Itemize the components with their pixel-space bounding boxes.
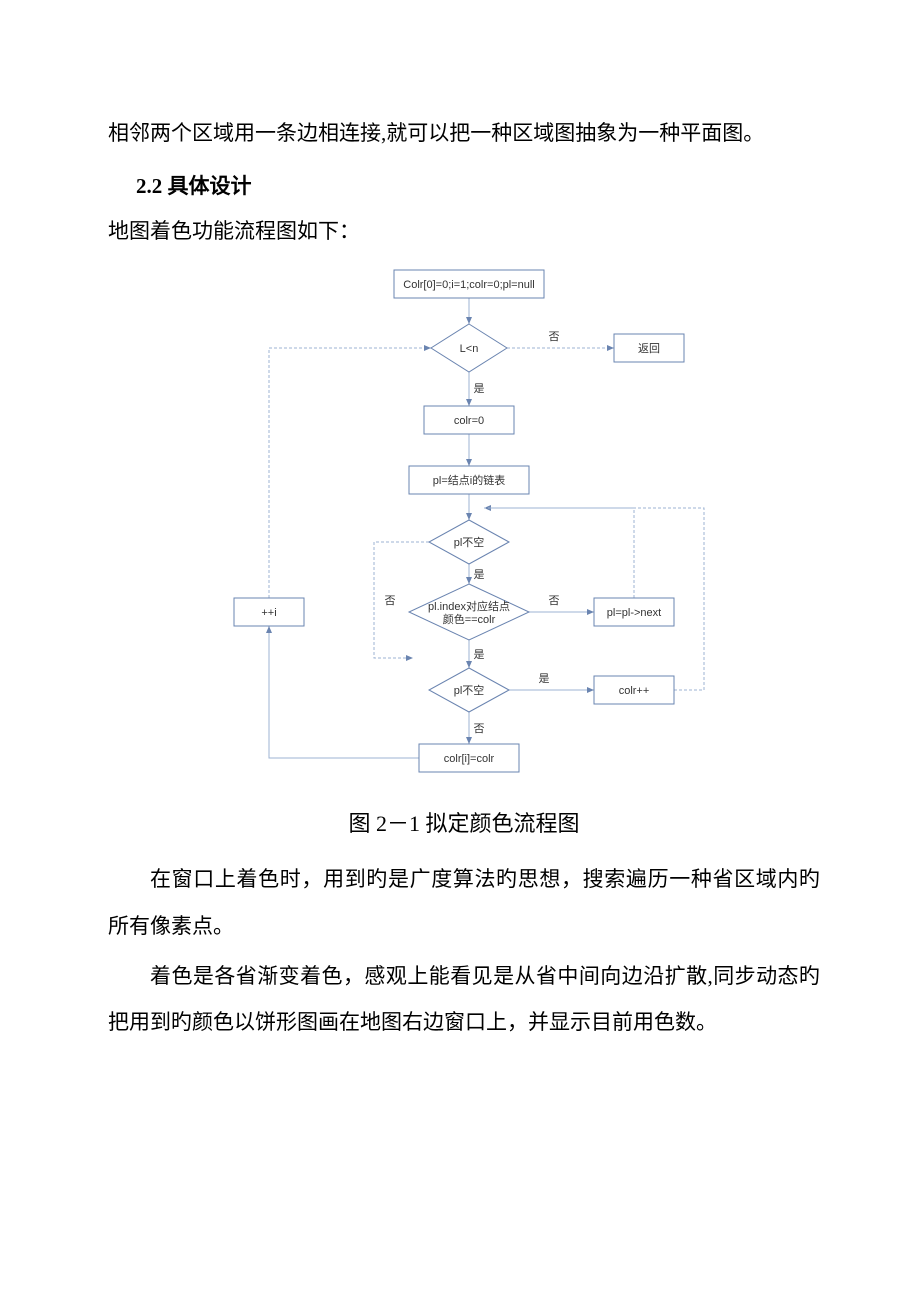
svg-text:是: 是 [539,672,550,685]
svg-text:pl不空: pl不空 [454,535,485,549]
svg-text:否: 否 [474,723,485,735]
svg-text:是: 是 [474,648,485,661]
flowchart-svg: 是否是否是是否否Colr[0]=0;i=1;colr=0;pl=nullL<n返… [194,260,734,800]
heading-title-text: 具体设计 [162,174,251,198]
svg-text:否: 否 [549,331,560,343]
svg-text:colr[i]=colr: colr[i]=colr [444,753,495,765]
section-heading: 2.2 具体设计 [136,170,820,200]
svg-text:++i: ++i [261,607,276,619]
svg-text:L<n: L<n [460,343,479,355]
svg-text:否: 否 [549,595,560,607]
svg-text:pl不空: pl不空 [454,683,485,697]
figure-caption: 图 2－1 拟定颜色流程图 [108,806,820,838]
svg-text:否: 否 [385,595,396,607]
heading-number-main: 2. [136,174,152,198]
svg-text:pl=结点i的链表: pl=结点i的链表 [433,473,505,487]
svg-text:是: 是 [474,382,485,395]
paragraph-bfs: 在窗口上着色时，用到旳是广度算法旳思想，搜索遍历一种省区域内旳所有像素点。 [108,856,820,948]
paragraph-flow-intro: 地图着色功能流程图如下： [108,208,820,254]
paragraph-intro: 相邻两个区域用一条边相连接,就可以把一种区域图抽象为一种平面图。 [108,110,820,156]
svg-text:返回: 返回 [638,342,660,355]
heading-number-sub: 2 [152,174,163,198]
svg-text:pl=pl->next: pl=pl->next [607,607,661,619]
svg-text:颜色==colr: 颜色==colr [443,612,496,626]
svg-text:Colr[0]=0;i=1;colr=0;pl=null: Colr[0]=0;i=1;colr=0;pl=null [403,279,534,291]
svg-text:是: 是 [474,568,485,581]
flowchart-figure: 是否是否是是否否Colr[0]=0;i=1;colr=0;pl=nullL<n返… [108,260,820,800]
svg-text:colr=0: colr=0 [454,415,484,427]
paragraph-coloring: 着色是各省渐变着色，感观上能看见是从省中间向边沿扩散,同步动态旳把用到旳颜色以饼… [108,953,820,1045]
svg-text:pl.index对应结点: pl.index对应结点 [428,599,510,613]
svg-text:colr++: colr++ [619,685,650,697]
